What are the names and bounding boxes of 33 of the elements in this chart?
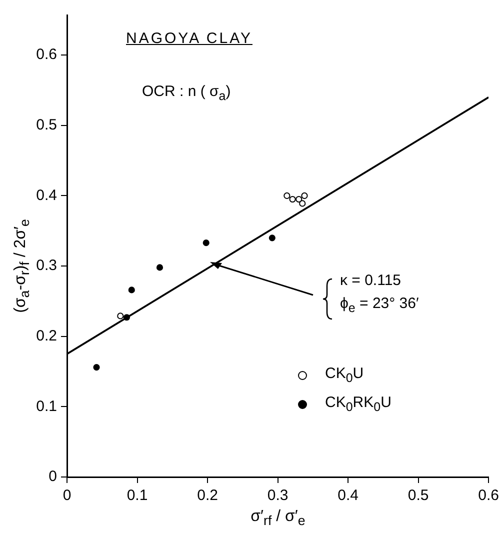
x-tick-label: 0.6 [478,487,500,504]
legend-label: CK$_{0}$RK$_{0}$U [325,394,392,414]
x-tick-label: 0.2 [197,487,218,504]
point [296,196,302,203]
point [117,312,124,320]
point [289,196,296,203]
point [128,286,135,294]
x-tick-label: 0 [62,487,72,504]
y-tick-label: 0.2 [36,328,57,344]
point [156,264,164,271]
y-tick-label: 0.6 [36,46,57,64]
annotation: ϕ$_{e}$ = 23° 36′ [340,295,419,315]
text: NAGOYA CLAY [126,30,252,47]
y-tick-label: 0.5 [36,116,57,134]
point [301,192,308,200]
annotation: κ = 0.115 [340,272,402,289]
x-tick-label: 0.3 [267,487,288,504]
point [93,364,100,371]
point [299,200,306,207]
point [123,314,130,321]
legend-label: CK$_{0}$U [325,365,364,385]
x-axis-title: σ′$_{rf}$ / σ′$_{e}$ [250,508,306,528]
y-tick-label: 0.1 [36,398,57,415]
y-tick-label: 0.4 [36,186,57,204]
point [284,192,290,200]
point [202,240,210,246]
y-tick-label: 0 [48,468,57,486]
y-tick-label: 0.3 [36,257,57,274]
x-tick-label: 0.5 [408,487,429,504]
x-tick-label: 0.4 [338,487,358,504]
text: OCR : n ( σ$_{a}$) [142,83,231,103]
point [268,234,276,242]
x-tick-label: 0.1 [126,487,148,504]
